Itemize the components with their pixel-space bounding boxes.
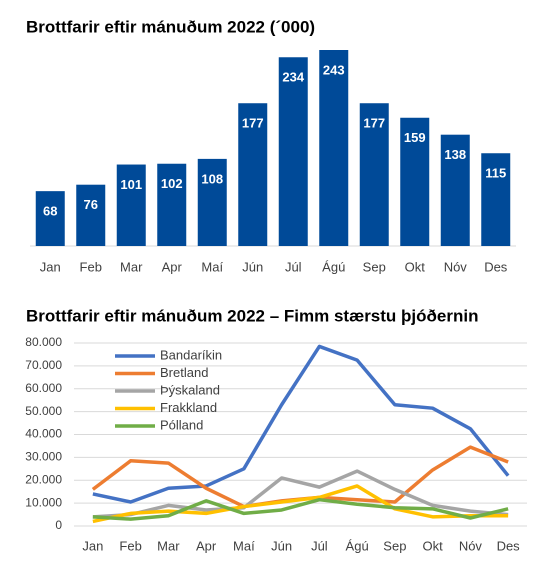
data-label: 177 — [242, 116, 264, 131]
legend-label: Frakkland — [160, 400, 217, 415]
series-line — [92, 484, 509, 524]
series-line — [92, 497, 509, 521]
x-tick-label: Jan — [40, 259, 61, 274]
x-tick-label: Nóv — [444, 259, 468, 274]
data-label: 76 — [84, 197, 98, 212]
legend-label: Þýskaland — [160, 382, 220, 397]
x-tick-label: Okt — [405, 259, 426, 274]
y-tick-label: 0 — [55, 518, 62, 532]
bar — [76, 184, 106, 246]
data-label: 102 — [161, 176, 183, 191]
bar — [481, 153, 511, 246]
x-tick-label: Apr — [196, 538, 217, 553]
y-tick-label: 30.000 — [25, 450, 62, 464]
y-tick-label: 20.000 — [25, 472, 62, 486]
x-tick-label: Júl — [285, 259, 302, 274]
data-label: 234 — [282, 70, 304, 85]
x-tick-label: Nóv — [459, 538, 483, 553]
x-tick-label: Mar — [120, 259, 143, 274]
x-tick-label: Júl — [311, 538, 328, 553]
data-label: 115 — [485, 166, 506, 181]
data-label: 243 — [323, 62, 345, 77]
data-label: 68 — [43, 204, 57, 219]
y-tick-label: 50.000 — [25, 404, 62, 418]
series-line — [92, 344, 510, 504]
y-tick-label: 80.000 — [25, 335, 62, 349]
legend-label: Pólland — [160, 417, 203, 432]
x-tick-label: Ágú — [322, 259, 345, 274]
bar — [238, 103, 268, 247]
data-label: 177 — [363, 116, 385, 131]
x-tick-label: Okt — [423, 538, 444, 553]
series-line — [92, 469, 509, 519]
x-tick-label: Feb — [80, 259, 102, 274]
x-tick-label: Feb — [119, 538, 141, 553]
x-tick-label: Apr — [162, 259, 183, 274]
x-tick-label: Sep — [363, 259, 386, 274]
bar — [440, 134, 470, 246]
bar — [400, 117, 430, 247]
legend-label: Bretland — [160, 365, 208, 380]
x-tick-label: Jún — [271, 538, 292, 553]
x-tick-label: Des — [484, 259, 508, 274]
x-tick-label: Sep — [383, 538, 406, 553]
bar — [359, 103, 389, 247]
chart-title: Brottfarir eftir mánuðum 2022 (´000) — [26, 17, 315, 36]
bar — [197, 158, 227, 246]
bar — [157, 163, 187, 246]
data-label: 101 — [120, 177, 142, 192]
bar — [319, 50, 349, 246]
y-tick-label: 60.000 — [25, 381, 62, 395]
y-tick-label: 40.000 — [25, 427, 62, 441]
x-tick-label: Mar — [157, 538, 180, 553]
x-tick-label: Maí — [201, 259, 223, 274]
bar — [278, 57, 308, 246]
legend-label: Bandaríkin — [160, 347, 222, 362]
x-tick-label: Ágú — [346, 538, 369, 553]
data-label: 159 — [404, 130, 426, 145]
series-line — [91, 445, 509, 509]
data-label: 108 — [201, 171, 223, 186]
y-tick-label: 10.000 — [25, 495, 62, 509]
data-label: 138 — [444, 147, 466, 162]
chart-title: Brottfarir eftir mánuðum 2022 – Fimm stæ… — [26, 306, 478, 325]
x-tick-label: Jan — [82, 538, 103, 553]
x-tick-label: Maí — [233, 538, 255, 553]
x-tick-label: Des — [497, 538, 521, 553]
bar — [35, 191, 65, 246]
bar — [116, 164, 146, 246]
x-tick-label: Jún — [242, 259, 263, 274]
y-tick-label: 70.000 — [25, 358, 62, 372]
